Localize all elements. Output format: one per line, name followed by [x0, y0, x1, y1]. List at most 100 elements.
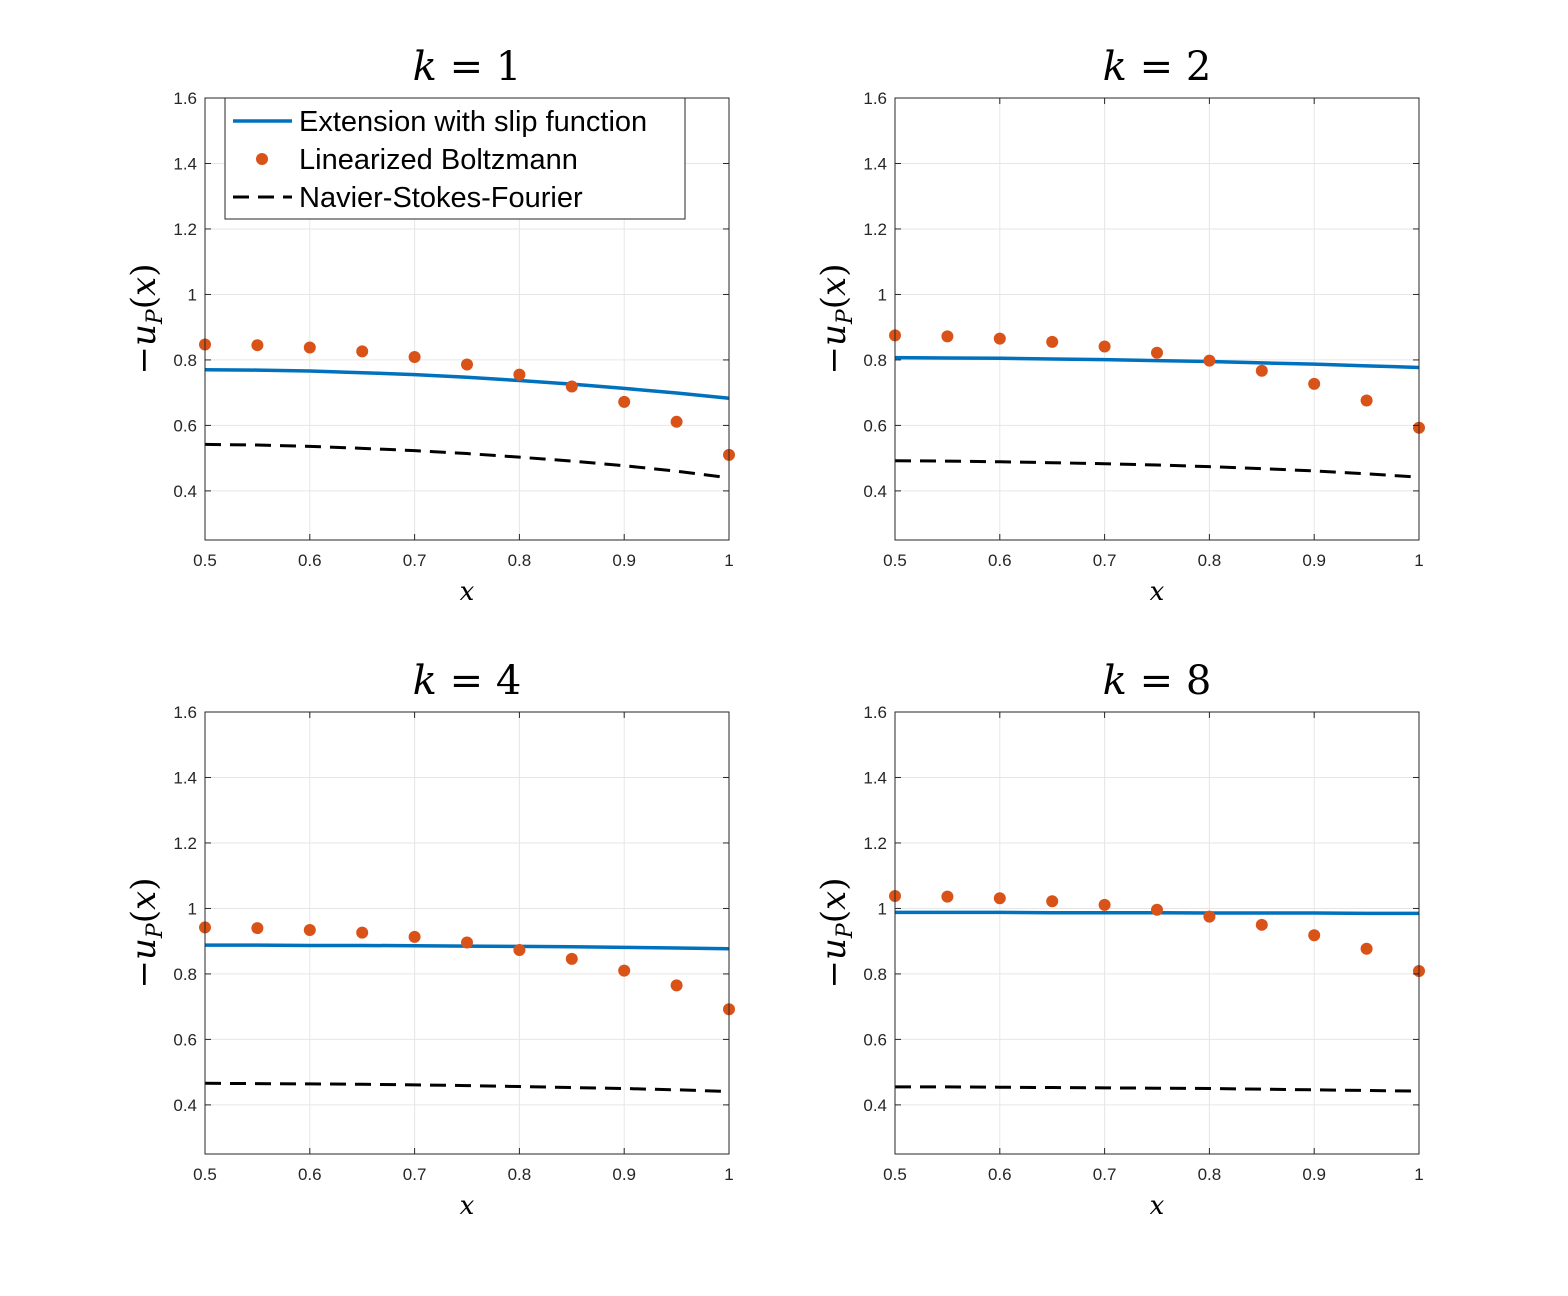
- data-point-linearized-boltzmann: [1046, 335, 1059, 348]
- x-tick-label: 1: [724, 1165, 733, 1184]
- y-label-x: x: [124, 891, 164, 910]
- title-equals: =: [437, 44, 496, 90]
- y-tick-label: 1: [878, 285, 887, 304]
- y-label-minus: −: [124, 346, 164, 375]
- y-label-paren-close: ): [124, 878, 164, 891]
- x-axis-label: x: [460, 1191, 475, 1221]
- y-label-paren-close: ): [814, 878, 854, 891]
- data-point-linearized-boltzmann: [1151, 903, 1163, 916]
- x-tick-label: 0.7: [1093, 551, 1117, 570]
- data-point-linearized-boltzmann: [356, 926, 369, 939]
- data-point-linearized-boltzmann: [1151, 346, 1163, 359]
- subplot-k1: 0.5 0.6 0.7 0.8 0.9 1 0.4 0.6 0.8 1 1.2 1.4 1.6 k = 1…: [124, 44, 735, 607]
- legend-label-linearized-boltzmann: Linearized Boltzmann: [299, 144, 578, 176]
- y-axis-label: −uP(x): [814, 878, 858, 989]
- data-point-linearized-boltzmann: [941, 330, 954, 343]
- data-point-linearized-boltzmann: [1203, 354, 1216, 367]
- axes-box: [894, 97, 1420, 541]
- plot-area: [895, 712, 1419, 1154]
- y-label-u: u: [124, 324, 164, 346]
- y-label-u: u: [814, 324, 854, 346]
- legend-label-extension-with-slip-function: Extension with slip function: [299, 106, 647, 138]
- x-tick-label: 0.9: [612, 1165, 636, 1184]
- y-tick-label: 0.6: [173, 416, 197, 435]
- y-label-subscript: P: [833, 922, 858, 939]
- y-tick-label: 0.4: [173, 482, 197, 501]
- data-point-linearized-boltzmann: [251, 922, 264, 935]
- y-tick-label: 0.6: [863, 1030, 887, 1049]
- y-label-subscript: P: [143, 308, 168, 325]
- x-tick-label: 0.8: [1198, 1165, 1222, 1184]
- y-tick-label: 0.4: [863, 482, 887, 501]
- plot-area: [895, 98, 1419, 540]
- data-point-linearized-boltzmann: [993, 892, 1006, 905]
- y-tick-label: 0.8: [173, 351, 197, 370]
- y-label-paren-close: ): [124, 264, 164, 277]
- data-point-linearized-boltzmann: [513, 944, 526, 957]
- legend-marker-linearized-boltzmann: [256, 153, 268, 165]
- x-tick-label: 0.8: [508, 551, 532, 570]
- x-tick-label: 0.5: [193, 1165, 217, 1184]
- x-tick-label: 1: [724, 551, 733, 570]
- data-point-linearized-boltzmann: [303, 924, 316, 937]
- y-tick-label: 1.6: [173, 89, 197, 108]
- data-point-linearized-boltzmann: [1098, 898, 1111, 911]
- y-tick-label: 1.2: [863, 220, 887, 239]
- legend-box: [224, 97, 686, 220]
- x-tick-label: 0.6: [298, 1165, 322, 1184]
- y-tick-label: 1.2: [173, 834, 197, 853]
- y-label-minus: −: [814, 346, 854, 375]
- data-point-linearized-boltzmann: [1308, 377, 1321, 390]
- data-point-linearized-boltzmann: [670, 415, 683, 428]
- subplot-title: k = 2: [1103, 44, 1212, 90]
- y-label-u: u: [124, 938, 164, 960]
- y-label-paren-open: (: [124, 910, 164, 923]
- title-equals: =: [437, 658, 496, 704]
- y-label-minus: −: [814, 960, 854, 989]
- x-axis-label: x: [1150, 1191, 1165, 1221]
- title-variable: k: [1103, 658, 1127, 704]
- x-tick-label: 0.8: [508, 1165, 532, 1184]
- subplot-title: k = 4: [413, 658, 522, 704]
- x-tick-label: 0.5: [883, 1165, 907, 1184]
- y-tick-label: 0.4: [173, 1096, 197, 1115]
- data-point-linearized-boltzmann: [408, 930, 421, 943]
- y-label-subscript: P: [833, 308, 858, 325]
- legend-label-navier-stokes-fourier: Navier-Stokes-Fourier: [299, 182, 583, 214]
- y-axis-label: −uP(x): [124, 878, 168, 989]
- y-tick-label: 1.2: [863, 834, 887, 853]
- subplot-title: k = 1: [413, 44, 522, 90]
- data-point-linearized-boltzmann: [356, 345, 369, 358]
- y-tick-label: 1.6: [863, 89, 887, 108]
- y-label-x: x: [814, 891, 854, 910]
- y-tick-label: 1: [188, 285, 197, 304]
- y-label-u: u: [814, 938, 854, 960]
- x-tick-label: 0.5: [193, 551, 217, 570]
- x-tick-label: 0.7: [403, 551, 427, 570]
- y-label-x: x: [814, 277, 854, 296]
- x-tick-label: 0.7: [403, 1165, 427, 1184]
- y-tick-label: 0.4: [863, 1096, 887, 1115]
- y-tick-label: 1: [878, 899, 887, 918]
- y-tick-label: 1.4: [863, 154, 887, 173]
- data-point-linearized-boltzmann: [670, 979, 683, 992]
- y-tick-label: 1.4: [863, 768, 887, 787]
- data-point-linearized-boltzmann: [941, 890, 954, 903]
- axes-box: [204, 711, 730, 1155]
- x-tick-label: 0.9: [1302, 551, 1326, 570]
- data-point-linearized-boltzmann: [1360, 942, 1373, 955]
- y-label-minus: −: [124, 960, 164, 989]
- x-tick-label: 0.7: [1093, 1165, 1117, 1184]
- x-tick-label: 0.8: [1198, 551, 1222, 570]
- y-tick-label: 1.6: [173, 703, 197, 722]
- title-variable: k: [413, 44, 437, 90]
- title-value: 8: [1186, 658, 1211, 704]
- data-point-linearized-boltzmann: [1098, 340, 1111, 353]
- data-point-linearized-boltzmann: [1255, 364, 1268, 377]
- title-value: 1: [496, 44, 521, 90]
- series-line-extension-with-slip-function: [894, 355, 1420, 370]
- x-tick-label: 0.6: [298, 551, 322, 570]
- x-tick-label: 0.6: [988, 551, 1012, 570]
- series-line-navier-stokes-fourier: [204, 442, 730, 480]
